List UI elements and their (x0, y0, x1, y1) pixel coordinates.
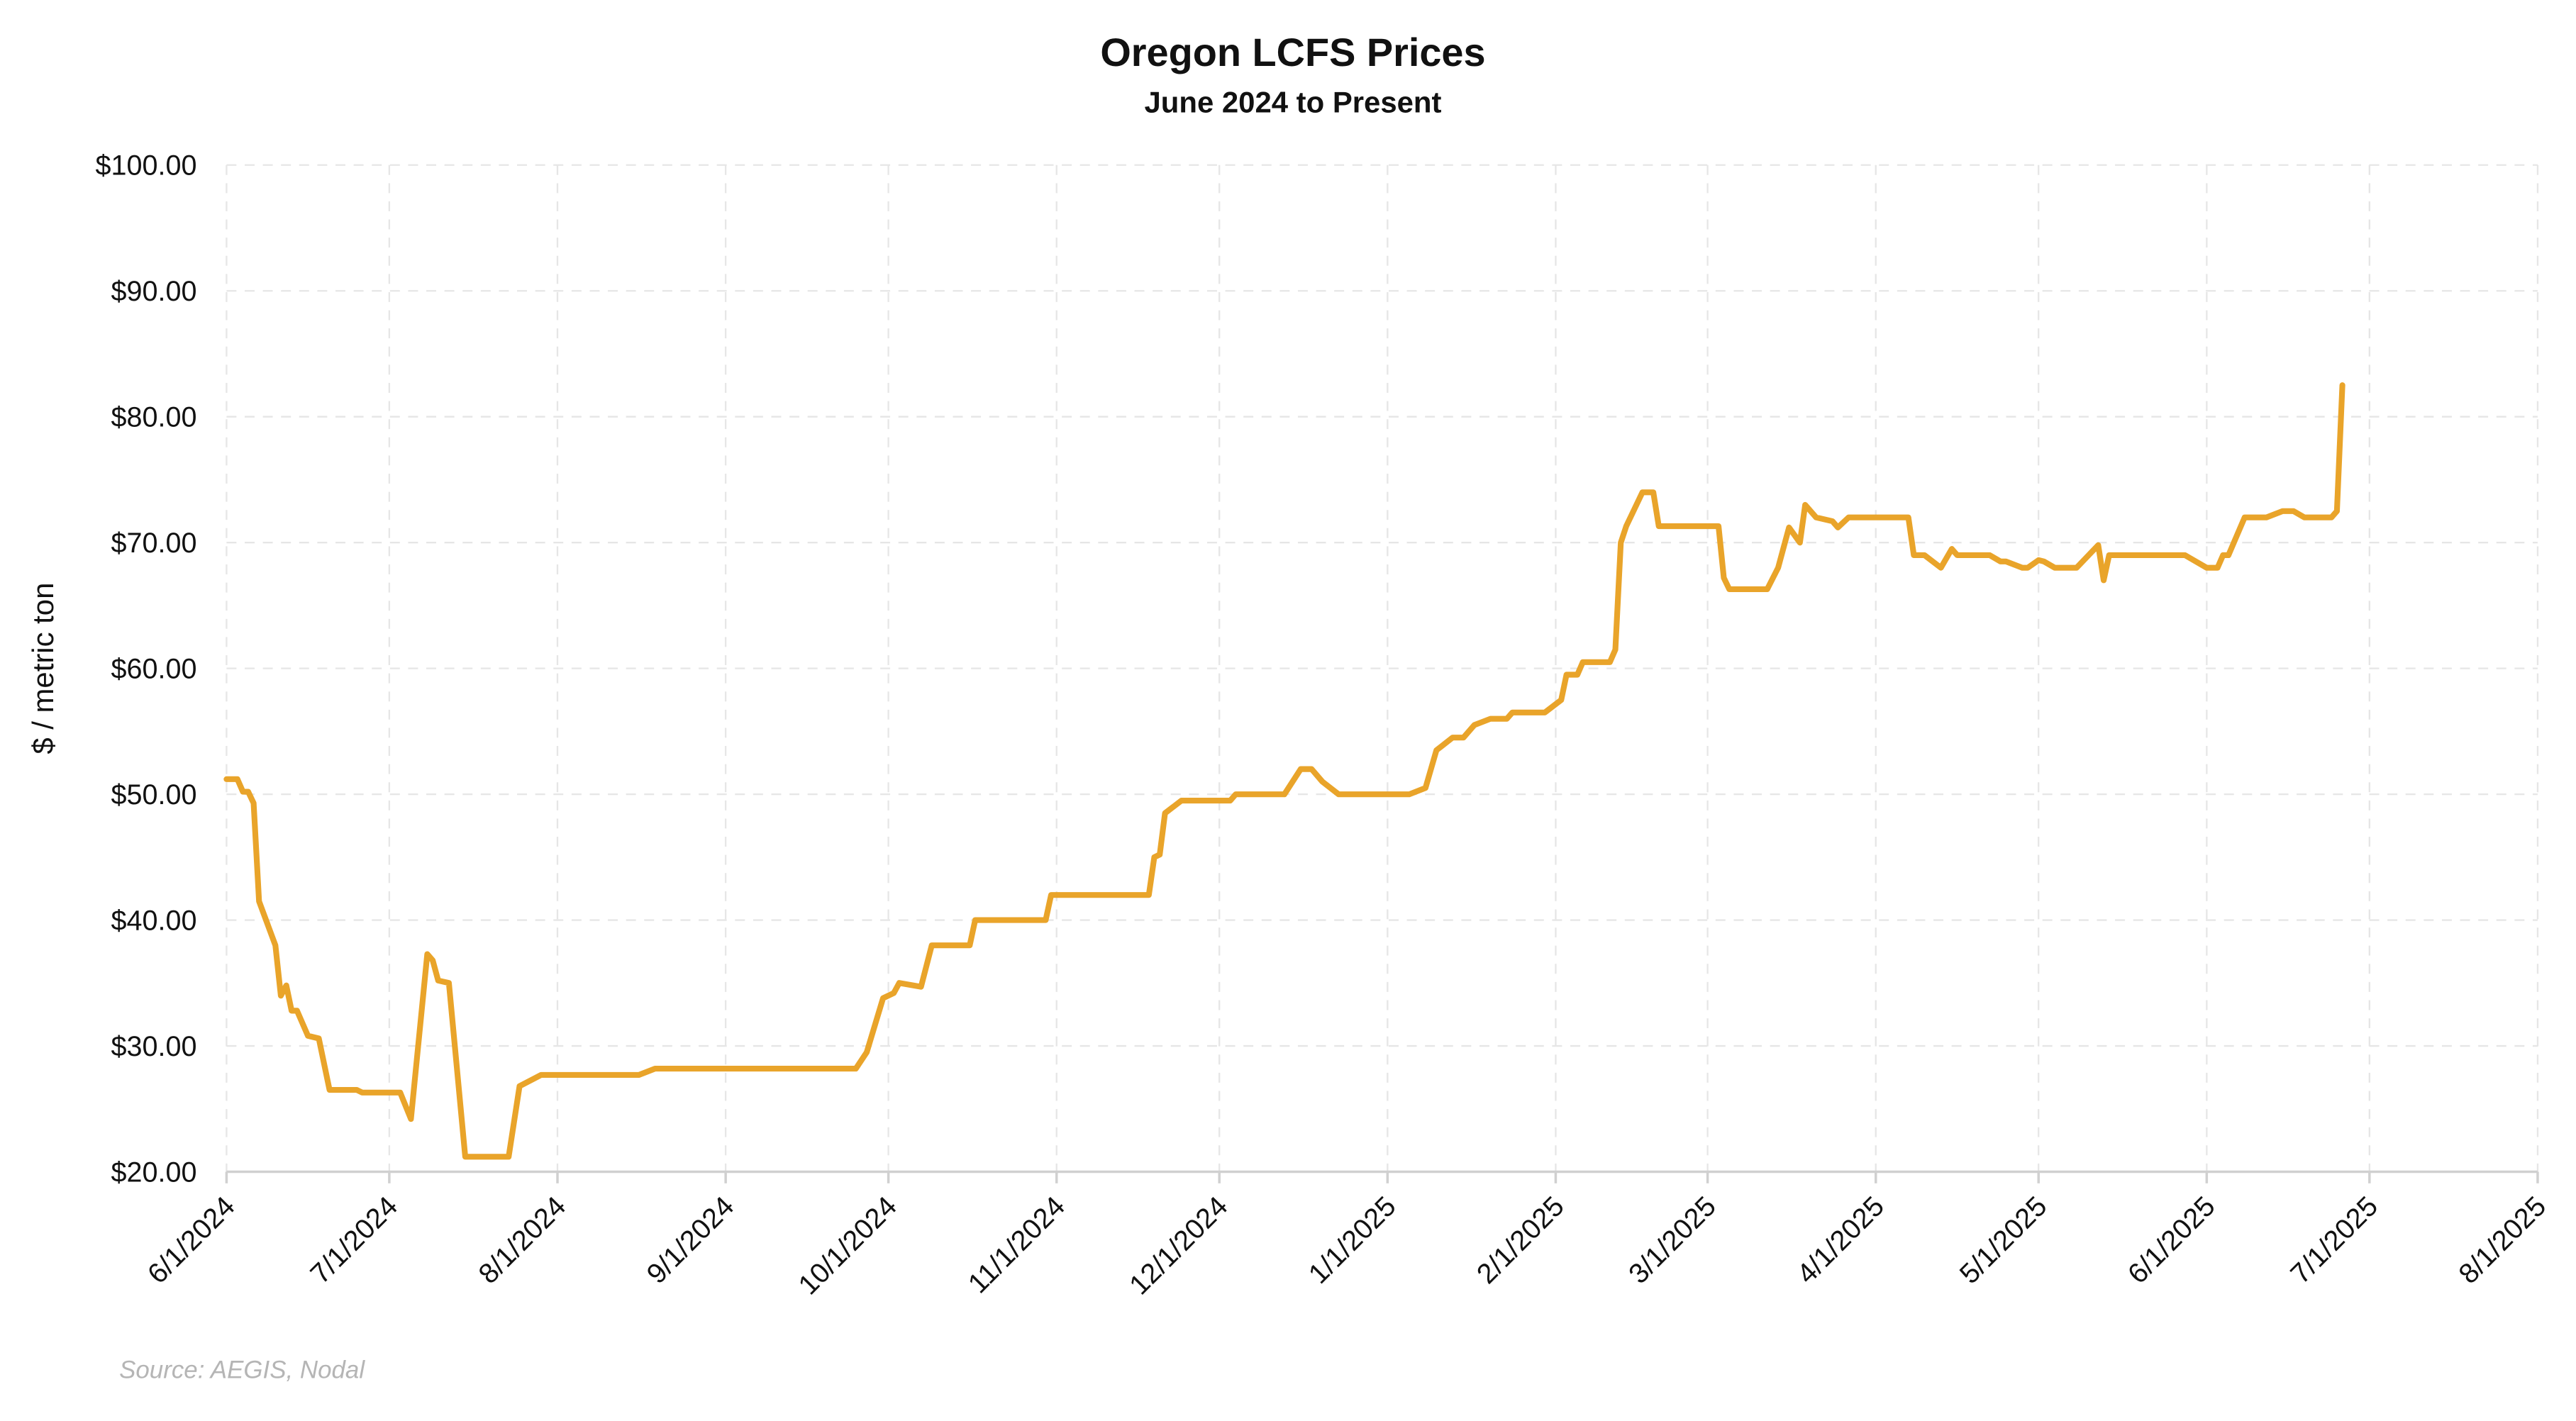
x-tick-label: 7/1/2024 (304, 1191, 404, 1290)
series-group (223, 382, 2345, 1160)
gridlines (226, 164, 2539, 1172)
x-tick-label: 9/1/2024 (640, 1191, 740, 1290)
x-tick-label: 1/1/2025 (1303, 1191, 1402, 1290)
x-tick-label: 5/1/2025 (1954, 1191, 2053, 1290)
y-tick-label: $100.00 (96, 150, 197, 182)
x-tick-label: 8/1/2025 (2453, 1191, 2552, 1290)
y-tick-label: $60.00 (111, 654, 197, 685)
x-tick-label: 7/1/2025 (2284, 1191, 2384, 1290)
x-tick-label: 2/1/2025 (1471, 1191, 1570, 1290)
y-tick-label: $80.00 (111, 402, 197, 433)
y-axis-ticks: $100.00 $90.00 $80.00 $70.00 $60.00 $50.00 $40… (96, 150, 197, 1188)
chart-title: Oregon LCFS Prices (1100, 30, 1485, 74)
x-tick-label: 8/1/2024 (472, 1191, 572, 1290)
x-tick-label: 4/1/2025 (1791, 1191, 1890, 1290)
y-tick-label: $40.00 (111, 905, 197, 937)
x-axis-ticks: 6/1/2024 7/1/2024 8/1/2024 9/1/2024 10/1/202… (142, 1171, 2552, 1301)
y-axis-label: $ / metric ton (26, 583, 60, 754)
x-tick-label: 12/1/2024 (1123, 1191, 1234, 1301)
x-tick-label: 6/1/2024 (142, 1191, 241, 1290)
x-tick-label: 3/1/2025 (1623, 1191, 1722, 1290)
x-tick-label: 10/1/2024 (792, 1191, 903, 1301)
price-series-line (223, 382, 2345, 1160)
x-tick-label: 6/1/2025 (2122, 1191, 2221, 1290)
y-tick-label: $70.00 (111, 528, 197, 559)
y-tick-label: $30.00 (111, 1031, 197, 1062)
source-note: Source: AEGIS, Nodal (119, 1356, 365, 1383)
chart-subtitle: June 2024 to Present (1145, 85, 1442, 118)
x-tick-label: 11/1/2024 (962, 1191, 1071, 1299)
y-tick-label: $20.00 (111, 1157, 197, 1188)
y-tick-label: $90.00 (111, 276, 197, 307)
y-tick-label: $50.00 (111, 779, 197, 810)
